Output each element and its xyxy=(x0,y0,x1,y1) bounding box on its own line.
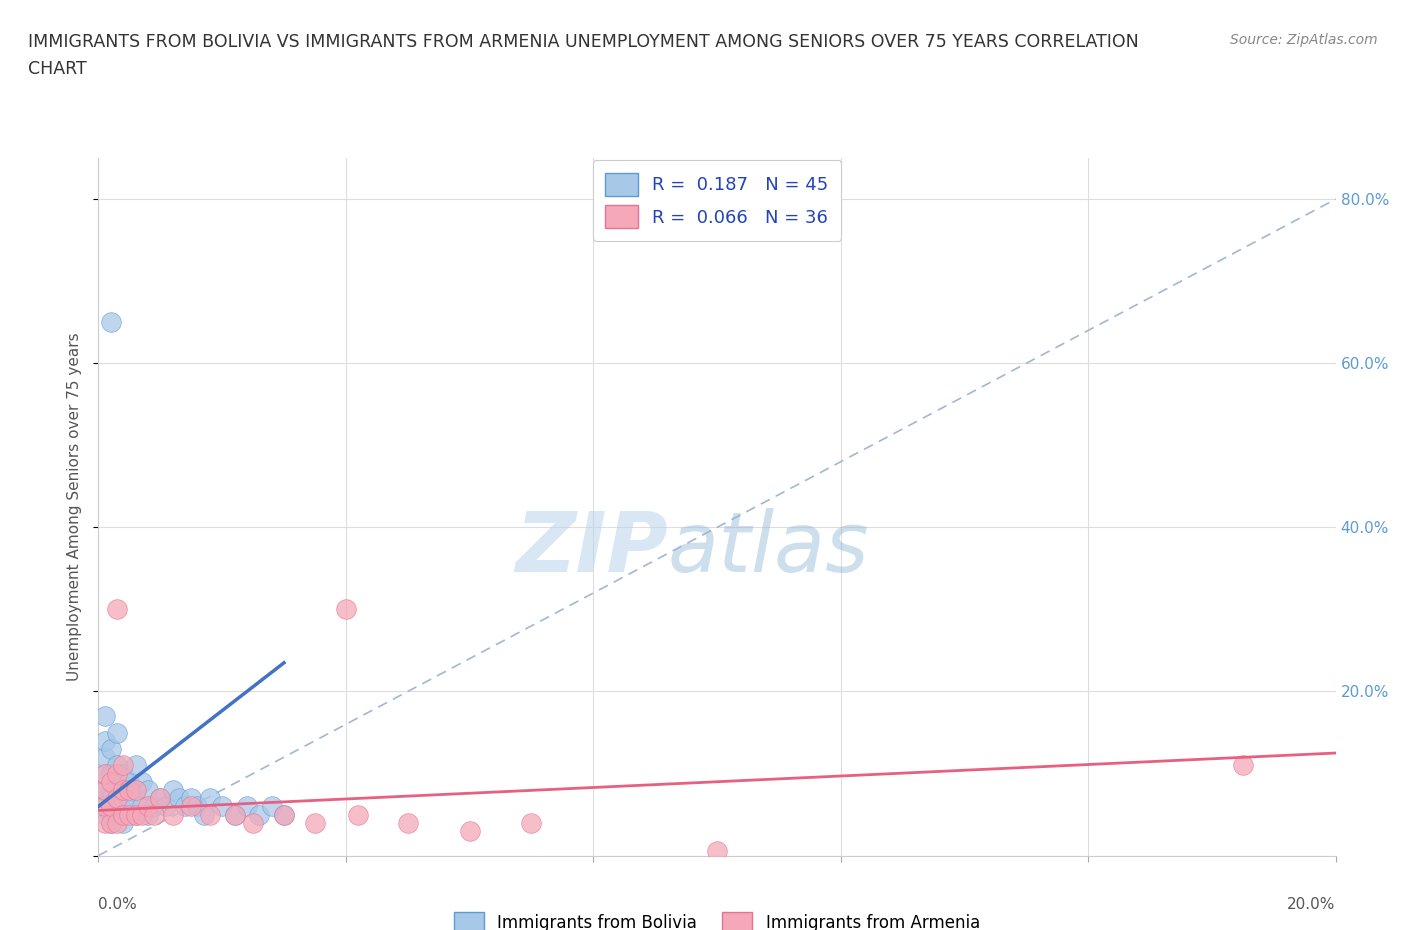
Point xyxy=(124,782,146,797)
Point xyxy=(273,807,295,822)
Point xyxy=(706,844,728,859)
Point xyxy=(112,782,135,797)
Point xyxy=(149,790,172,805)
Point xyxy=(260,799,283,814)
Point xyxy=(105,766,128,781)
Point xyxy=(118,799,141,814)
Point xyxy=(174,799,197,814)
Point xyxy=(93,766,115,781)
Text: ZIP: ZIP xyxy=(515,508,668,590)
Point xyxy=(124,807,146,822)
Point xyxy=(458,824,481,839)
Y-axis label: Unemployment Among Seniors over 75 years: Unemployment Among Seniors over 75 years xyxy=(67,333,83,681)
Point xyxy=(100,775,122,790)
Point xyxy=(112,807,135,822)
Point xyxy=(211,799,233,814)
Point xyxy=(131,799,153,814)
Point xyxy=(100,314,122,329)
Point xyxy=(180,790,202,805)
Point xyxy=(136,807,159,822)
Point xyxy=(105,782,128,797)
Point xyxy=(105,807,128,822)
Point xyxy=(100,816,122,830)
Point xyxy=(105,790,128,805)
Point xyxy=(242,816,264,830)
Point xyxy=(143,799,166,814)
Point xyxy=(247,807,270,822)
Point xyxy=(124,782,146,797)
Point xyxy=(100,790,122,805)
Point xyxy=(193,807,215,822)
Point xyxy=(93,709,115,724)
Point xyxy=(112,816,135,830)
Point xyxy=(105,725,128,740)
Point xyxy=(100,766,122,781)
Text: 20.0%: 20.0% xyxy=(1288,897,1336,912)
Point xyxy=(198,790,221,805)
Point xyxy=(93,790,115,805)
Text: Source: ZipAtlas.com: Source: ZipAtlas.com xyxy=(1230,33,1378,46)
Point xyxy=(198,807,221,822)
Point xyxy=(149,790,172,805)
Text: 0.0%: 0.0% xyxy=(98,897,138,912)
Legend: Immigrants from Bolivia, Immigrants from Armenia: Immigrants from Bolivia, Immigrants from… xyxy=(446,903,988,930)
Text: CHART: CHART xyxy=(28,60,87,78)
Point xyxy=(186,799,208,814)
Point xyxy=(118,775,141,790)
Point xyxy=(118,782,141,797)
Point xyxy=(93,807,115,822)
Point xyxy=(112,790,135,805)
Point xyxy=(124,758,146,773)
Point xyxy=(100,816,122,830)
Point xyxy=(131,775,153,790)
Point xyxy=(136,782,159,797)
Text: atlas: atlas xyxy=(668,508,869,590)
Point xyxy=(224,807,246,822)
Point xyxy=(93,782,115,797)
Point xyxy=(93,733,115,748)
Point xyxy=(273,807,295,822)
Point xyxy=(112,766,135,781)
Point xyxy=(105,816,128,830)
Point xyxy=(93,750,115,764)
Point xyxy=(162,807,184,822)
Point xyxy=(124,807,146,822)
Point xyxy=(93,816,115,830)
Point xyxy=(162,782,184,797)
Point xyxy=(131,807,153,822)
Point xyxy=(100,799,122,814)
Point xyxy=(93,782,115,797)
Point xyxy=(236,799,259,814)
Point xyxy=(143,807,166,822)
Point xyxy=(100,741,122,756)
Point xyxy=(347,807,370,822)
Point xyxy=(100,807,122,822)
Point xyxy=(112,758,135,773)
Point xyxy=(304,816,326,830)
Point xyxy=(520,816,543,830)
Point xyxy=(167,790,190,805)
Point xyxy=(105,602,128,617)
Point xyxy=(105,758,128,773)
Point xyxy=(93,799,115,814)
Point xyxy=(335,602,357,617)
Point xyxy=(118,807,141,822)
Text: IMMIGRANTS FROM BOLIVIA VS IMMIGRANTS FROM ARMENIA UNEMPLOYMENT AMONG SENIORS OV: IMMIGRANTS FROM BOLIVIA VS IMMIGRANTS FR… xyxy=(28,33,1139,50)
Point xyxy=(1232,758,1254,773)
Point xyxy=(224,807,246,822)
Point xyxy=(396,816,419,830)
Point xyxy=(136,799,159,814)
Point xyxy=(155,799,177,814)
Point xyxy=(180,799,202,814)
Point xyxy=(93,766,115,781)
